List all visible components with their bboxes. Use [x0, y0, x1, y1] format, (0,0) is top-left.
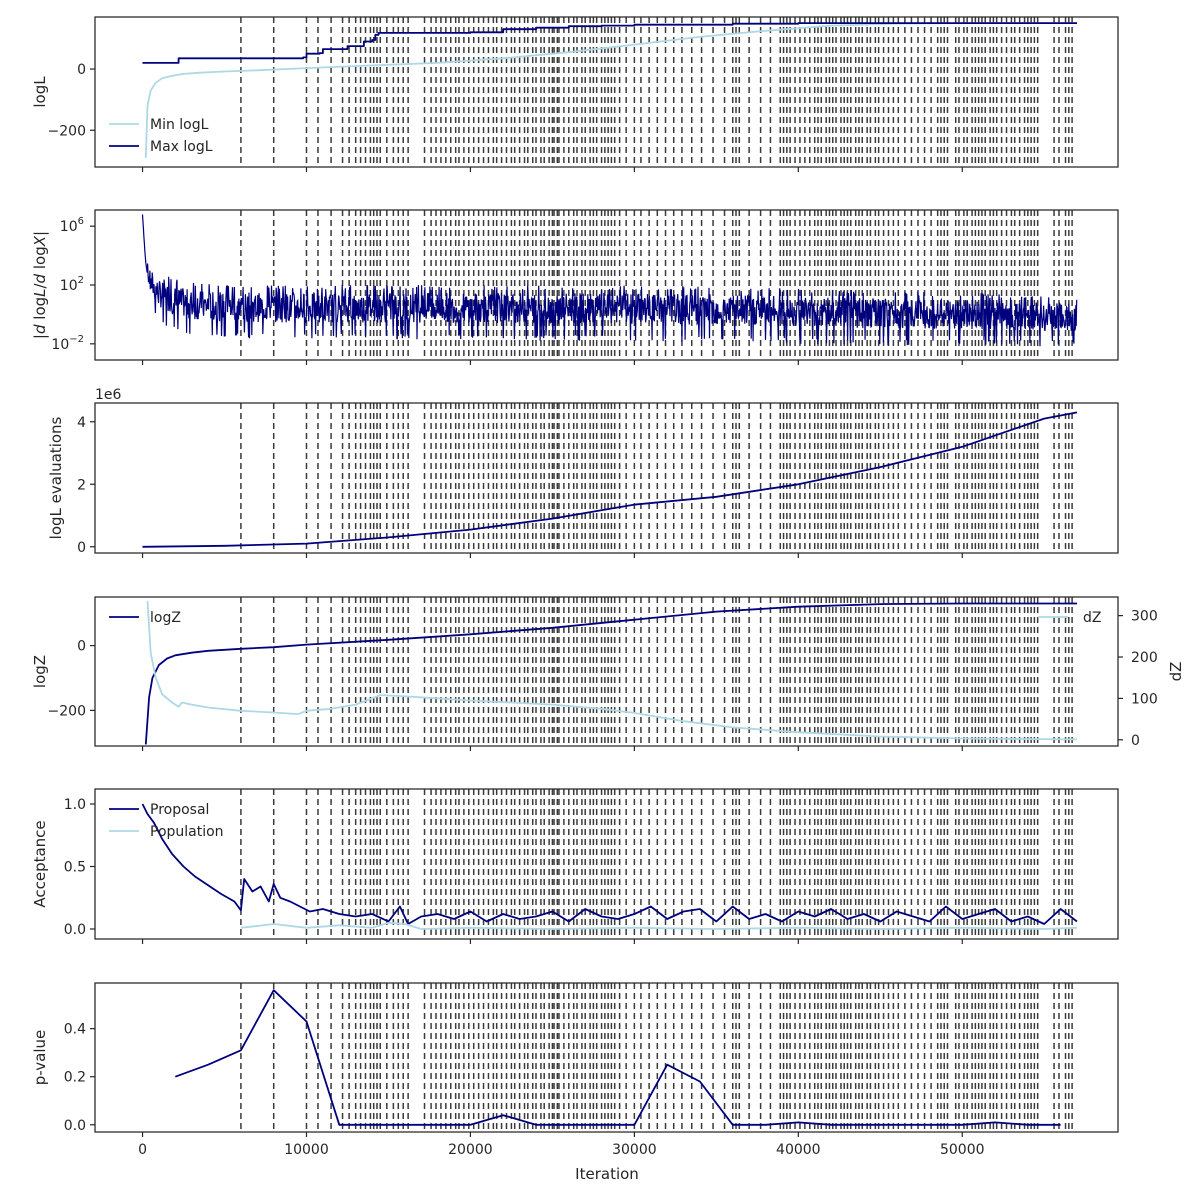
y-tick-label: 0 [77, 62, 86, 78]
y-label-part: | [31, 334, 49, 339]
y-tick-label: 0.0 [64, 1118, 86, 1134]
plot-frame [94, 982, 1119, 1133]
panel-3: 0 2 4 logL evaluations 1e6 [47, 387, 1119, 558]
plot-frame [94, 788, 1119, 940]
panel-5: 0.0 0.5 1.0 Acceptance Proposal Population [31, 788, 1119, 944]
x-tick-label: 10000 [284, 1142, 329, 1158]
y-label-part: log [31, 246, 49, 274]
y-axis-label: Acceptance [31, 820, 49, 907]
y2-axis-label: dZ [1167, 662, 1185, 682]
y-tick-label: 0 [77, 540, 86, 556]
y-axis-label: logZ [31, 655, 49, 688]
y-label-part: d [31, 273, 49, 283]
panel-1: 0 −200 logL Min logL Max logL [31, 16, 1119, 172]
plot-frame [94, 596, 1119, 747]
vline-group [240, 983, 1073, 1132]
series-group [141, 803, 1078, 930]
y-tick-base: 10 [60, 219, 78, 235]
series-line-0 [174, 989, 1061, 1126]
panel-6: 0.0 0.2 0.4 p-value 0 10000 20000 30000 40000 500… [31, 982, 1119, 1158]
y2-tick-label: 200 [1131, 650, 1158, 666]
y-tick-exp: −2 [69, 334, 84, 345]
legend-entry: Proposal [150, 802, 209, 818]
y2-tick-label: 300 [1131, 609, 1158, 625]
offset-text: 1e6 [95, 387, 122, 403]
y-label-part: | [31, 231, 49, 236]
y-tick-base: 10 [51, 337, 69, 353]
vline-group [240, 17, 1073, 167]
x-tick-label: 20000 [448, 1142, 493, 1158]
y2-tick-label: 100 [1131, 691, 1158, 707]
y-label-part: / [31, 282, 49, 288]
y-axis-label: logL [31, 76, 49, 108]
x-axis-label: Iteration [575, 1165, 639, 1183]
y2-tick-label: 0 [1131, 733, 1140, 749]
series-group [144, 601, 1078, 745]
vline-group [240, 597, 1073, 746]
series-line-dz [146, 601, 1078, 741]
y-tick-label: 0 [77, 639, 86, 655]
y-tick-label: −200 [48, 123, 86, 139]
x-tick-label: 50000 [940, 1142, 985, 1158]
series-line-min-logl [144, 22, 1077, 158]
y-label-part: log [31, 297, 49, 325]
y-tick-label: −200 [48, 703, 86, 719]
series-line-proposal [141, 803, 1078, 925]
y-tick-label: 10−2 [51, 334, 84, 353]
y-tick-label: 1.0 [64, 797, 86, 813]
series-group [142, 22, 1077, 158]
y-tick-label: 0.4 [64, 1022, 86, 1038]
panel-4: 0 −200 0 100 200 300 dZ logZ logZ dZ [31, 596, 1185, 751]
vline-group [240, 403, 1073, 553]
series-line-logz [144, 602, 1077, 745]
y-tick-base: 10 [60, 278, 78, 294]
legend-entry: Min logL [150, 117, 209, 133]
y-axis-label: |d logL/d logX| [31, 231, 49, 339]
y-axis-label: logL evaluations [47, 416, 65, 539]
y-tick-exp: 2 [78, 275, 84, 286]
y-label-part: d [31, 324, 49, 334]
y-label-part: L [31, 288, 49, 296]
plot-frame [94, 402, 1119, 554]
legend-entry: logZ [150, 610, 181, 626]
x-tick-label: 0 [138, 1142, 147, 1158]
series-line [141, 214, 1078, 347]
y-tick-label: 2 [77, 477, 86, 493]
y-label-part: X [31, 235, 49, 247]
series-line-max-logl [142, 22, 1077, 64]
y-tick-label: 102 [60, 275, 84, 294]
series-line-population [240, 921, 1078, 930]
y-tick-exp: 6 [78, 216, 84, 227]
vline-group [240, 210, 1073, 360]
series-group [142, 411, 1078, 548]
vline-group [240, 789, 1073, 939]
y-tick-label: 0.2 [64, 1070, 86, 1086]
legend-entry: Population [150, 824, 224, 840]
y-tick-label: 0.5 [64, 860, 86, 876]
series-group [174, 989, 1061, 1126]
legend-entry: dZ [1083, 610, 1101, 626]
x-tick-label: 40000 [776, 1142, 821, 1158]
y-axis-label: p-value [31, 1030, 49, 1086]
plot-frame [94, 16, 1119, 168]
x-tick-label: 30000 [612, 1142, 657, 1158]
y-tick-label: 0.0 [64, 922, 86, 938]
series-group [141, 214, 1078, 347]
legend-entry: Max logL [150, 139, 213, 155]
y-tick-label: 4 [77, 415, 86, 431]
series-line-0 [142, 411, 1078, 548]
y-tick-label: 106 [60, 216, 84, 235]
